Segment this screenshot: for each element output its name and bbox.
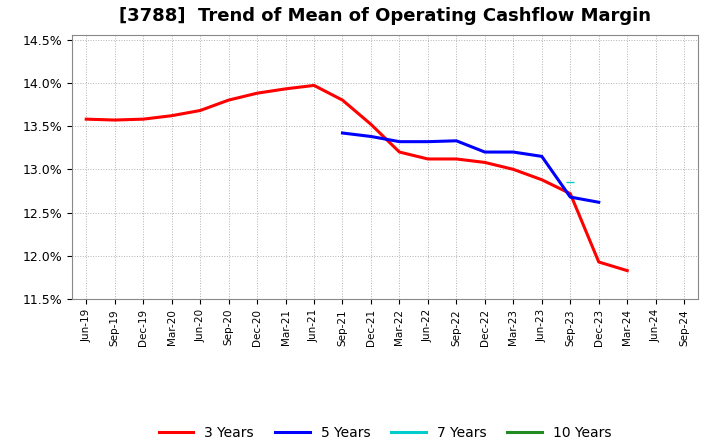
Title: [3788]  Trend of Mean of Operating Cashflow Margin: [3788] Trend of Mean of Operating Cashfl… <box>120 7 651 26</box>
Legend: 3 Years, 5 Years, 7 Years, 10 Years: 3 Years, 5 Years, 7 Years, 10 Years <box>153 420 617 440</box>
